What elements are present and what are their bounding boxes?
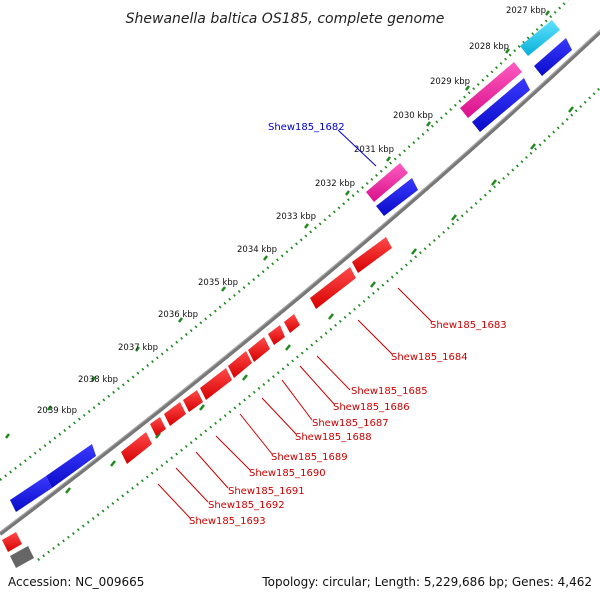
kbp-label-2035: 2035 kbp bbox=[198, 278, 238, 288]
kbp-labels: 2027 kbp 2028 kbp 2029 kbp 2030 kbp 2031… bbox=[37, 6, 546, 416]
gene-1688[interactable] bbox=[228, 351, 252, 378]
gene-blue-2030[interactable] bbox=[472, 78, 530, 132]
gene-label-1693[interactable]: Shew185_1693 bbox=[189, 516, 266, 527]
gene-1687[interactable] bbox=[248, 337, 270, 362]
gene-label-1691[interactable]: Shew185_1691 bbox=[228, 486, 305, 497]
kbp-label-2038: 2038 kbp bbox=[78, 375, 118, 385]
gene-1683[interactable] bbox=[352, 237, 392, 273]
gene-1686[interactable] bbox=[268, 325, 285, 345]
kbp-label-2028: 2028 kbp bbox=[469, 42, 509, 52]
kbp-label-2029: 2029 kbp bbox=[430, 77, 470, 87]
gene-label-1683[interactable]: Shew185_1683 bbox=[430, 320, 507, 331]
gene-labels: Shew185_1682 Shew185_1683 Shew185_1684 S… bbox=[189, 122, 507, 527]
genome-backbone bbox=[0, 30, 600, 536]
gene-label-1689[interactable]: Shew185_1689 bbox=[271, 452, 348, 463]
accession-text: Accession: NC_009665 bbox=[8, 575, 144, 589]
kbp-label-2036: 2036 kbp bbox=[158, 310, 198, 320]
kbp-label-2039: 2039 kbp bbox=[37, 406, 77, 416]
inner-scale-ring bbox=[37, 87, 600, 562]
outer-track-genes bbox=[10, 20, 572, 512]
gene-gray-edge[interactable] bbox=[10, 546, 34, 568]
label-leaders bbox=[157, 129, 433, 519]
gene-blue-2032[interactable] bbox=[376, 178, 418, 216]
gene-pink-2029[interactable] bbox=[460, 62, 522, 118]
kbp-label-2032: 2032 kbp bbox=[315, 179, 355, 189]
gene-cyan[interactable] bbox=[520, 20, 560, 56]
gene-1693[interactable] bbox=[121, 432, 152, 464]
gene-label-1682[interactable]: Shew185_1682 bbox=[268, 122, 345, 133]
gene-1692[interactable] bbox=[150, 417, 166, 436]
gene-label-1684[interactable]: Shew185_1684 bbox=[391, 352, 468, 363]
map-title: Shewanella baltica OS185, complete genom… bbox=[126, 11, 445, 27]
major-ticks bbox=[5, 10, 574, 494]
inner-track-genes bbox=[2, 237, 392, 568]
gene-1690[interactable] bbox=[183, 390, 203, 412]
topology-text: Topology: circular; Length: 5,229,686 bp… bbox=[261, 575, 592, 589]
gene-label-1685[interactable]: Shew185_1685 bbox=[351, 386, 428, 397]
gene-1691[interactable] bbox=[164, 402, 186, 426]
kbp-label-2027: 2027 kbp bbox=[506, 6, 546, 16]
gene-label-1687[interactable]: Shew185_1687 bbox=[312, 418, 389, 429]
gene-1689[interactable] bbox=[200, 368, 232, 400]
gene-blue-2040b[interactable] bbox=[46, 444, 96, 488]
outer-scale-ring bbox=[0, 0, 569, 481]
gene-label-1688[interactable]: Shew185_1688 bbox=[295, 432, 372, 443]
kbp-label-2033: 2033 kbp bbox=[276, 212, 316, 222]
kbp-label-2034: 2034 kbp bbox=[237, 245, 277, 255]
gene-red-edge[interactable] bbox=[2, 532, 22, 552]
gene-label-1692[interactable]: Shew185_1692 bbox=[208, 500, 285, 511]
kbp-label-2031: 2031 kbp bbox=[354, 145, 394, 155]
gene-1685[interactable] bbox=[284, 314, 300, 333]
gene-pink-1682[interactable] bbox=[366, 163, 408, 202]
kbp-label-2037: 2037 kbp bbox=[118, 343, 158, 353]
kbp-label-2030: 2030 kbp bbox=[393, 111, 433, 121]
gene-1684[interactable] bbox=[310, 267, 356, 309]
gene-blue-2028[interactable] bbox=[534, 38, 572, 76]
gene-label-1690[interactable]: Shew185_1690 bbox=[249, 468, 326, 479]
gene-label-1686[interactable]: Shew185_1686 bbox=[333, 402, 410, 413]
gene-blue-2040a[interactable] bbox=[10, 476, 52, 512]
